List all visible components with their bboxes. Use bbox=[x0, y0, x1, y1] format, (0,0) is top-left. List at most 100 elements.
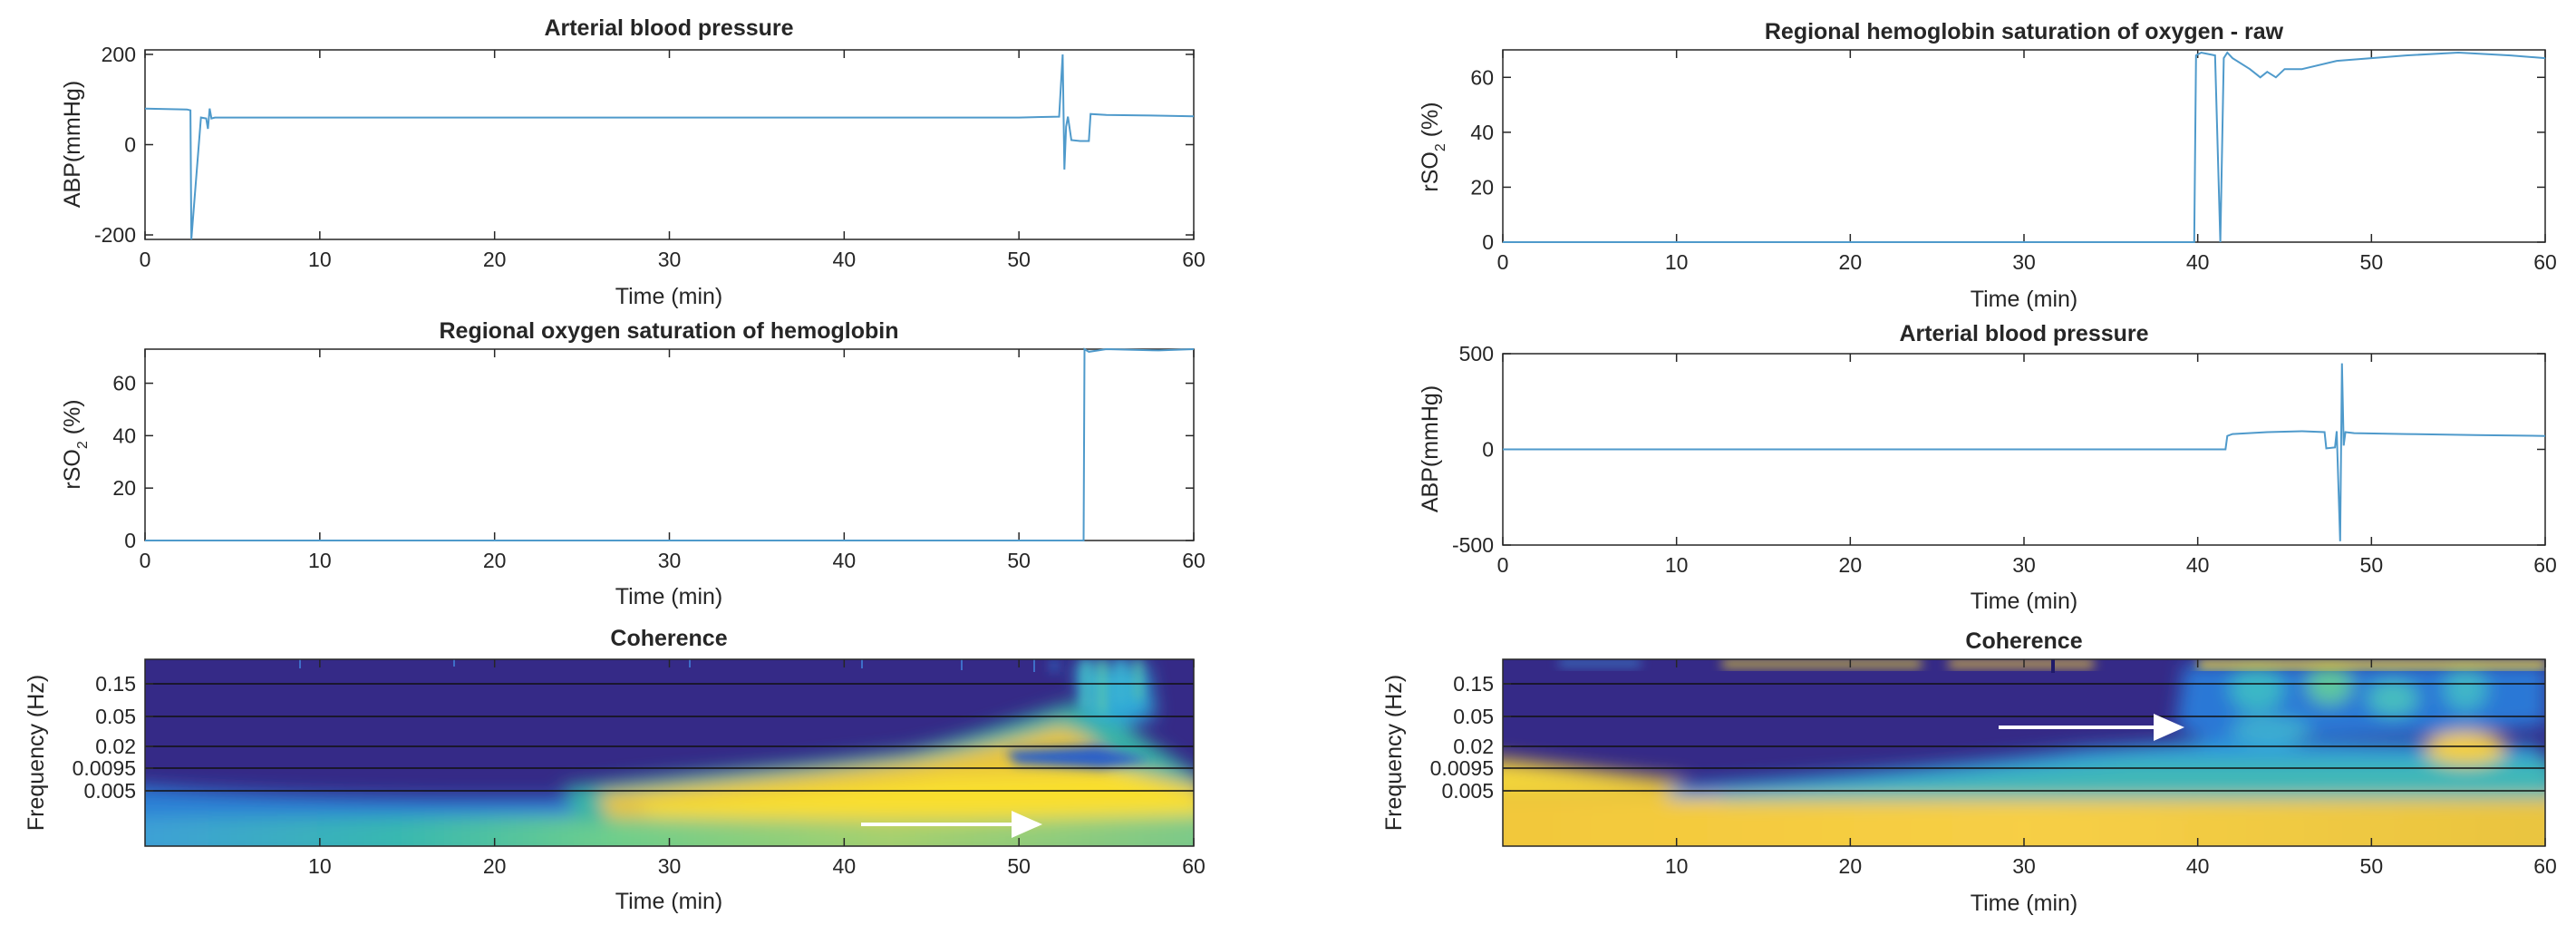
y-tick-label: 60 bbox=[1470, 65, 1494, 89]
x-tick-label: 0 bbox=[1497, 250, 1509, 274]
y-tick-label: 0 bbox=[1482, 230, 1494, 254]
left-abp-axes bbox=[144, 49, 1195, 240]
right-rso2-raw-line bbox=[1503, 51, 2546, 243]
left-abp-panel: Arterial blood pressure 0 10 20 30 40 50 60 -20… bbox=[60, 15, 1206, 309]
x-tick-label: 0 bbox=[140, 549, 151, 572]
y-tick-label: 0 bbox=[124, 529, 136, 552]
y-tick-label: 0.15 bbox=[1453, 672, 1494, 696]
x-tick-label: 30 bbox=[2012, 250, 2036, 274]
x-tick-label: 50 bbox=[1007, 854, 1031, 878]
right-abp-xlabel: Time (min) bbox=[1971, 589, 2078, 614]
right-coherence-ylabel: Frequency (Hz) bbox=[1381, 675, 1407, 831]
x-tick-label: 60 bbox=[1182, 549, 1206, 572]
y-tick-label: 0.02 bbox=[1453, 735, 1494, 758]
right-rso2-raw-axes bbox=[1502, 49, 2546, 243]
y-tick-label: -500 bbox=[1452, 533, 1494, 557]
y-tick-label: 0.15 bbox=[95, 672, 136, 696]
right-abp-line bbox=[1503, 363, 2546, 541]
left-rso2-title: Regional oxygen saturation of hemoglobin bbox=[440, 318, 899, 344]
y-tick-label: -200 bbox=[94, 223, 136, 247]
left-abp-xlabel: Time (min) bbox=[615, 284, 723, 309]
right-coherence-title: Coherence bbox=[1965, 628, 2082, 654]
x-tick-label: 20 bbox=[483, 854, 507, 878]
y-tick-label: 0.05 bbox=[95, 705, 136, 728]
y-tick-label: 40 bbox=[112, 424, 136, 447]
x-tick-label: 20 bbox=[483, 248, 507, 271]
x-tick-label: 0 bbox=[140, 248, 151, 271]
x-tick-label: 50 bbox=[1007, 248, 1031, 271]
y-tick-label: 40 bbox=[1470, 121, 1494, 144]
right-coherence-heatmap bbox=[1503, 659, 2545, 846]
x-tick-label: 10 bbox=[308, 248, 332, 271]
x-tick-label: 60 bbox=[2533, 250, 2557, 274]
left-abp-line bbox=[144, 54, 1195, 240]
y-tick-label: 0.0095 bbox=[73, 756, 136, 780]
x-tick-label: 20 bbox=[483, 549, 507, 572]
left-rso2-ylabel: rSO2 (%) bbox=[60, 399, 91, 489]
y-tick-label: 0.0095 bbox=[1430, 756, 1494, 780]
x-tick-label: 10 bbox=[1665, 250, 1689, 274]
x-tick-label: 50 bbox=[2360, 553, 2384, 577]
y-tick-label: 60 bbox=[112, 372, 136, 395]
left-abp-ylabel: ABP(mmHg) bbox=[60, 81, 85, 208]
x-tick-label: 0 bbox=[1497, 553, 1509, 577]
left-rso2-panel: Regional oxygen saturation of hemoglobin… bbox=[60, 318, 1206, 609]
left-coherence-ylabel: Frequency (Hz) bbox=[24, 675, 49, 831]
x-tick-label: 60 bbox=[2533, 553, 2557, 577]
x-tick-label: 30 bbox=[658, 549, 682, 572]
y-tick-label: 0.05 bbox=[1453, 705, 1494, 728]
y-tick-label: 20 bbox=[112, 476, 136, 500]
left-rso2-xlabel: Time (min) bbox=[615, 584, 723, 609]
x-tick-label: 40 bbox=[833, 248, 857, 271]
x-tick-label: 50 bbox=[2360, 854, 2384, 878]
y-tick-label: 0 bbox=[124, 133, 136, 157]
left-coherence-xlabel: Time (min) bbox=[615, 889, 723, 914]
x-tick-label: 20 bbox=[1839, 854, 1863, 878]
right-rso2-raw-xlabel: Time (min) bbox=[1971, 287, 2078, 312]
x-tick-label: 40 bbox=[2186, 553, 2210, 577]
x-tick-label: 20 bbox=[1839, 250, 1863, 274]
x-tick-label: 60 bbox=[1182, 854, 1206, 878]
right-rso2-raw-panel: Regional hemoglobin saturation of oxygen… bbox=[1418, 19, 2557, 312]
x-tick-label: 30 bbox=[658, 248, 682, 271]
x-tick-label: 40 bbox=[833, 549, 857, 572]
x-tick-label: 40 bbox=[833, 854, 857, 878]
x-tick-label: 60 bbox=[2533, 854, 2557, 878]
y-tick-label: 500 bbox=[1459, 342, 1494, 365]
y-tick-label: 0.005 bbox=[83, 779, 136, 803]
right-coherence-panel: Coherence bbox=[1381, 628, 2557, 916]
right-rso2-raw-title: Regional hemoglobin saturation of oxygen… bbox=[1765, 19, 2284, 44]
right-abp-panel: Arterial blood pressure 0 10 20 30 40 50 60 -50… bbox=[1418, 321, 2557, 614]
x-tick-label: 50 bbox=[2360, 250, 2384, 274]
y-tick-label: 0 bbox=[1482, 438, 1494, 462]
left-coherence-arrow bbox=[861, 811, 1042, 838]
y-tick-label: 0.02 bbox=[95, 735, 136, 758]
x-tick-label: 40 bbox=[2186, 854, 2210, 878]
x-tick-label: 10 bbox=[308, 549, 332, 572]
x-tick-label: 10 bbox=[1665, 854, 1689, 878]
x-tick-label: 10 bbox=[308, 854, 332, 878]
left-coherence-title: Coherence bbox=[610, 626, 727, 651]
y-tick-label: 20 bbox=[1470, 175, 1494, 199]
left-abp-title: Arterial blood pressure bbox=[544, 15, 793, 41]
right-abp-ylabel: ABP(mmHg) bbox=[1418, 385, 1443, 512]
right-coherence-arrow bbox=[1999, 714, 2184, 741]
y-tick-label: 200 bbox=[102, 43, 136, 66]
right-abp-title: Arterial blood pressure bbox=[1899, 321, 2148, 346]
left-rso2-ticks: 0 10 20 30 40 50 60 0 20 40 60 bbox=[112, 349, 1206, 572]
right-rso2-raw-ticks: 0 10 20 30 40 50 60 0 20 40 60 bbox=[1470, 50, 2557, 274]
left-rso2-line bbox=[145, 347, 1195, 541]
x-tick-label: 20 bbox=[1839, 553, 1863, 577]
y-tick-label: 0.005 bbox=[1441, 779, 1494, 803]
x-tick-label: 40 bbox=[2186, 250, 2210, 274]
x-tick-label: 50 bbox=[1007, 549, 1031, 572]
left-coherence-panel: Coherence bbox=[24, 626, 1206, 914]
x-tick-label: 60 bbox=[1182, 248, 1206, 271]
right-rso2-raw-ylabel: rSO2 (%) bbox=[1418, 102, 1448, 191]
x-tick-label: 30 bbox=[2012, 854, 2036, 878]
